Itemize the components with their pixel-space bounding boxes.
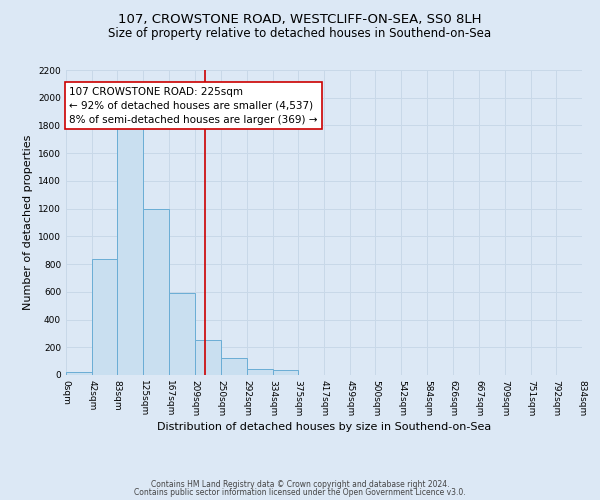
Bar <box>66 372 92 375</box>
Y-axis label: Number of detached properties: Number of detached properties <box>23 135 32 310</box>
Text: Contains HM Land Registry data © Crown copyright and database right 2024.: Contains HM Land Registry data © Crown c… <box>151 480 449 489</box>
Text: Size of property relative to detached houses in Southend-on-Sea: Size of property relative to detached ho… <box>109 28 491 40</box>
Bar <box>118 126 143 375</box>
Text: 107 CROWSTONE ROAD: 225sqm
← 92% of detached houses are smaller (4,537)
8% of se: 107 CROWSTONE ROAD: 225sqm ← 92% of deta… <box>69 86 317 124</box>
Text: 107, CROWSTONE ROAD, WESTCLIFF-ON-SEA, SS0 8LH: 107, CROWSTONE ROAD, WESTCLIFF-ON-SEA, S… <box>118 12 482 26</box>
Bar <box>272 370 298 375</box>
Bar <box>196 340 221 375</box>
Bar <box>169 293 196 375</box>
Bar <box>92 258 118 375</box>
X-axis label: Distribution of detached houses by size in Southend-on-Sea: Distribution of detached houses by size … <box>157 422 491 432</box>
Bar <box>221 358 247 375</box>
Bar <box>143 208 169 375</box>
Bar <box>247 369 272 375</box>
Text: Contains public sector information licensed under the Open Government Licence v3: Contains public sector information licen… <box>134 488 466 497</box>
